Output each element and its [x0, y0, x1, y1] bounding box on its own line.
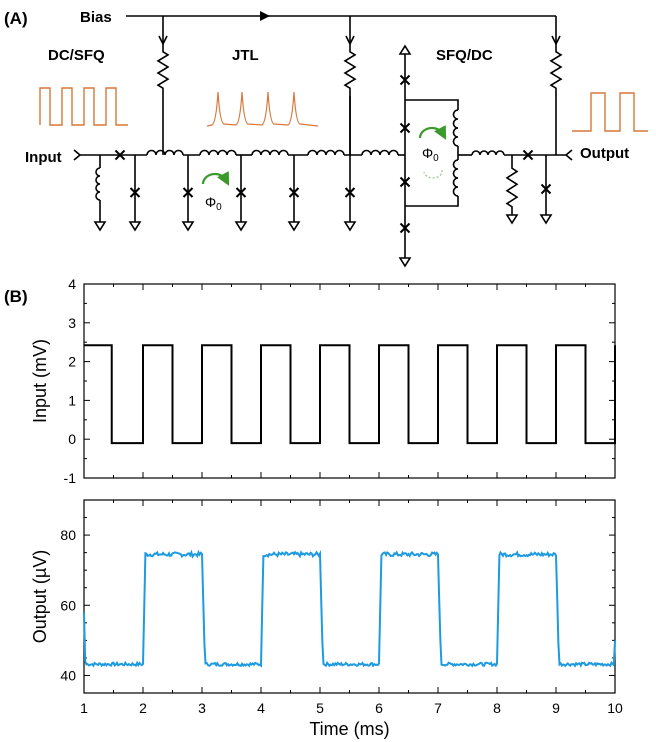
output-waveform-icon — [572, 92, 648, 132]
sfqdc-label: SFQ/DC — [436, 47, 493, 64]
jtl-label: JTL — [232, 47, 259, 64]
panel-a-label: (A) — [4, 9, 28, 28]
jtl-jj-2-junction-icon — [235, 187, 247, 198]
dcsfq-label: DC/SFQ — [48, 47, 105, 64]
x-tick-label: 9 — [552, 700, 560, 716]
inductor-icon — [146, 149, 184, 156]
y-axis-label: Output (µV) — [30, 550, 50, 643]
jtl-jj-3-junction-icon — [288, 187, 300, 198]
input-label: Input — [25, 149, 62, 166]
x-tick-label: 4 — [257, 700, 265, 716]
x-tick-label: 8 — [493, 700, 501, 716]
input-chart: -1 0 1 2 3 4 Input (mV) — [30, 276, 616, 486]
inductor-icon — [307, 149, 345, 156]
output-series-line — [83, 549, 616, 668]
y-tick-label: 1 — [68, 392, 76, 408]
x-tick-label: 7 — [434, 700, 442, 716]
phi-label-jtl: Φ0 — [205, 194, 222, 213]
x-tick-label: 6 — [375, 700, 383, 716]
sfqdc-junction-icon — [399, 74, 411, 86]
loop-wire — [405, 196, 459, 207]
ground-icon — [93, 221, 107, 232]
y-tick-label: 80 — [60, 527, 76, 543]
inductor-icon — [251, 149, 289, 156]
bias-arrow-icon — [260, 11, 270, 21]
x-tick-label: 10 — [607, 700, 623, 716]
inductor-icon — [199, 149, 237, 156]
y-tick-label: 3 — [68, 315, 76, 331]
jtl-jj-4-ground-icon — [343, 221, 357, 232]
jtl-jj-4-junction-icon — [344, 187, 356, 198]
ground-top-icon — [398, 44, 412, 55]
sfqdc-junction-icon — [399, 176, 411, 188]
bias-drops — [156, 16, 563, 155]
loop-inductor-icon — [452, 109, 459, 147]
sfqdc-junction-icon — [399, 122, 411, 134]
x-tick-label: 1 — [80, 700, 88, 716]
bias-resistor-icon — [156, 44, 170, 96]
x-axis-label: Time (ms) — [309, 719, 389, 739]
circuit-schematic: (A) Bias DC/SFQ JTL SFQ/DC Input Output … — [4, 9, 648, 268]
bias-resistor-icon — [343, 44, 357, 96]
output-jj-junction-icon — [540, 183, 552, 195]
inductor-icon — [471, 150, 505, 156]
y-tick-label: 4 — [68, 276, 76, 292]
output-jj-ground-icon — [539, 214, 553, 225]
x-tick-label: 3 — [198, 700, 206, 716]
panel-b-label: (B) — [4, 287, 28, 306]
output-connector-icon — [564, 149, 573, 161]
jtl-jj-2-ground-icon — [234, 221, 248, 232]
output-label: Output — [580, 145, 629, 162]
bias-wire — [546, 96, 556, 155]
ground-icon — [505, 214, 519, 225]
flux-arrow-icon — [201, 171, 230, 186]
ground-bottom-icon — [398, 257, 412, 268]
x-tick-label: 5 — [316, 700, 324, 716]
bias-resistor-icon — [549, 44, 563, 96]
jtl-pulse-icon — [206, 91, 319, 127]
loop-wire — [405, 99, 459, 110]
y-axis-label: Input (mV) — [30, 339, 50, 423]
y-tick-label: 0 — [68, 431, 76, 447]
signal-line — [73, 44, 573, 268]
sfqdc-junction-icon — [399, 222, 411, 234]
phi-label-sfqdc: Φ0 — [422, 145, 439, 164]
y-tick-label: 2 — [68, 354, 76, 370]
x-tick-label: 2 — [139, 700, 147, 716]
series-junction-icon — [522, 149, 534, 161]
series-junction-icon — [114, 149, 126, 161]
input-series-line — [84, 344, 616, 445]
y-tick-label: -1 — [64, 470, 77, 486]
flux-arrow-sfqdc-icon — [418, 125, 447, 140]
inductor-icon — [361, 149, 399, 156]
jtl-jj-1-junction-icon — [182, 187, 194, 198]
jtl-jj-1-ground-icon — [181, 221, 195, 232]
bias-label: Bias — [80, 9, 112, 26]
dcsfq-waveform-icon — [39, 87, 128, 126]
output-chart: 40 60 80 1 2 3 4 5 6 7 8 9 10 Time (ms) Output (µV) — [30, 499, 623, 739]
y-tick-label: 60 — [60, 597, 76, 613]
flux-arrow-faded-icon — [423, 169, 443, 179]
dcsfq-jj-ground-icon — [128, 221, 142, 232]
jtl-jj-3-ground-icon — [287, 221, 301, 232]
dcsfq-jj-junction-icon — [129, 187, 141, 198]
input-shunt-inductor-icon — [95, 167, 101, 201]
output-resistor-icon — [505, 160, 519, 215]
loop-inductor-icon — [452, 159, 459, 197]
y-tick-label: 40 — [60, 667, 76, 683]
input-connector-icon — [73, 149, 82, 161]
